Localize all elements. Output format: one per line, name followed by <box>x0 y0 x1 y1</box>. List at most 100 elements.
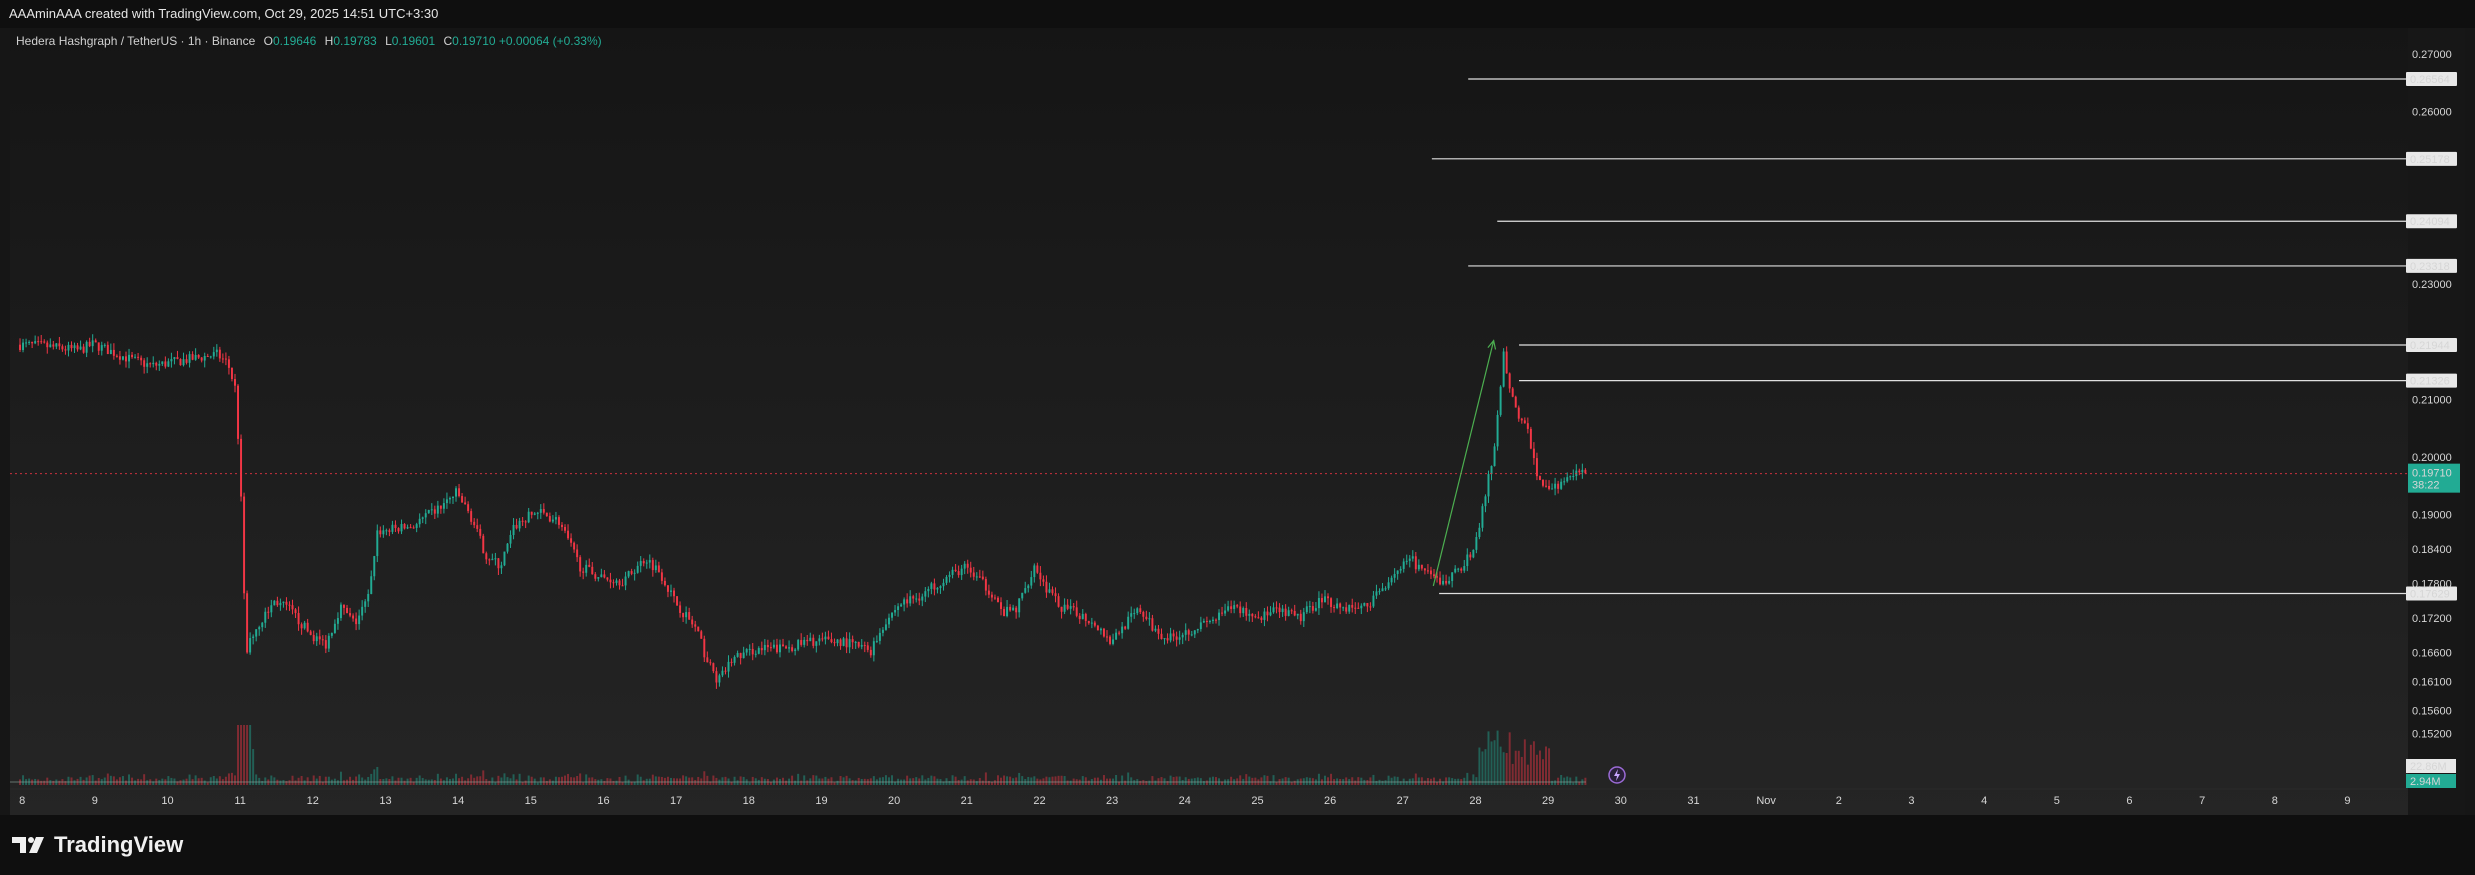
level-price-badge <box>2406 72 2457 87</box>
candle-body <box>1193 630 1196 635</box>
volume-bar <box>473 777 476 785</box>
candle-body <box>1021 592 1024 599</box>
candle-body <box>273 600 276 606</box>
volume-bar <box>666 776 669 785</box>
candle-body <box>1057 596 1060 607</box>
volume-bar <box>1006 776 1009 785</box>
candle-body <box>539 509 542 513</box>
created-by-text: AAAminAAA created with TradingView.com, … <box>9 6 439 21</box>
volume-bar <box>309 781 312 785</box>
volume-bar <box>603 780 606 785</box>
tradingview-icon <box>12 837 44 853</box>
volume-bar <box>118 777 121 785</box>
candle-body <box>137 356 140 358</box>
candle-body <box>1106 636 1108 638</box>
volume-bar <box>933 776 936 785</box>
volume-bar <box>91 775 94 785</box>
candle-body <box>1142 611 1145 617</box>
current-price-badge[interactable] <box>2408 463 2460 493</box>
candle-body <box>1375 591 1378 596</box>
volume-bar <box>1366 780 1369 785</box>
candle-body <box>1405 560 1408 562</box>
candle-body <box>1393 573 1396 578</box>
volume-bar <box>343 780 345 785</box>
volume-bar <box>103 777 106 785</box>
volume-bar <box>830 777 833 785</box>
candle-body <box>1160 633 1163 640</box>
high-value: 0.19783 <box>333 34 377 48</box>
candle-body <box>551 519 554 522</box>
volume-bar <box>1563 777 1566 785</box>
candle-body <box>845 638 848 648</box>
candle-body <box>1269 612 1272 616</box>
volume-bar <box>957 780 960 785</box>
candle-body <box>430 509 433 511</box>
candle-body <box>809 637 812 642</box>
candle-body <box>1081 613 1084 620</box>
volume-bar <box>1475 777 1478 785</box>
volume-bar <box>1172 777 1175 785</box>
volume-bar <box>112 776 115 785</box>
candle-body <box>200 357 203 361</box>
level-price-label: 0.25178 <box>2410 154 2450 166</box>
candle-body <box>700 631 703 639</box>
candle-body <box>488 559 491 561</box>
candle-body <box>427 510 430 514</box>
candle-body <box>863 645 866 647</box>
volume-bar <box>582 782 585 785</box>
candle-body <box>203 355 206 361</box>
candle-body <box>515 524 518 529</box>
level-price-badge <box>2406 258 2457 273</box>
candle-body <box>921 596 924 601</box>
time-tick-label: 24 <box>1179 795 1191 807</box>
volume-bar <box>1118 781 1121 785</box>
candle-body <box>506 543 509 552</box>
candle-body <box>1481 506 1484 528</box>
candle-body <box>131 354 134 358</box>
volume-bar <box>1208 777 1211 785</box>
candle-body <box>1442 580 1445 585</box>
candle-body <box>436 505 439 514</box>
volume-bar <box>1033 776 1036 785</box>
volume-bar <box>1115 774 1118 785</box>
candle-body <box>1499 386 1502 415</box>
volume-bar <box>1511 763 1514 785</box>
candle-body <box>400 523 403 532</box>
candle-body <box>1511 388 1514 397</box>
volume-bar <box>270 775 273 785</box>
volume-bar <box>1021 776 1024 785</box>
volume-bar <box>815 775 818 785</box>
volume-bar <box>494 782 497 785</box>
candle-body <box>1505 351 1508 374</box>
volume-bar <box>612 781 615 785</box>
candle-body <box>1563 481 1566 483</box>
candle-body <box>703 638 706 658</box>
candle-body <box>237 385 239 439</box>
candle-body <box>1199 622 1202 630</box>
candle-body <box>109 349 112 355</box>
volume-bar <box>1027 776 1030 785</box>
volume-bar <box>70 777 73 785</box>
candle-body <box>134 356 137 358</box>
candle-body <box>158 363 161 366</box>
candle-body <box>1560 481 1563 489</box>
volume-bar <box>282 780 285 785</box>
tradingview-logo[interactable]: TradingView <box>12 832 183 858</box>
volume-bar <box>1081 776 1084 785</box>
volume-bar <box>1260 777 1263 785</box>
candle-body <box>900 604 903 607</box>
trend-arrow-line[interactable] <box>1432 340 1495 587</box>
candle-body <box>206 355 209 357</box>
volume-bar <box>1472 774 1475 785</box>
volume-bar <box>748 782 751 785</box>
candle-body <box>1551 488 1554 490</box>
volume-bar <box>1399 781 1402 785</box>
candle-body <box>1211 619 1214 621</box>
volume-bar <box>188 774 191 785</box>
candle-body <box>1284 608 1287 616</box>
volume-bar <box>966 780 969 785</box>
volume-bar <box>218 776 221 785</box>
candle-body <box>1145 616 1148 619</box>
